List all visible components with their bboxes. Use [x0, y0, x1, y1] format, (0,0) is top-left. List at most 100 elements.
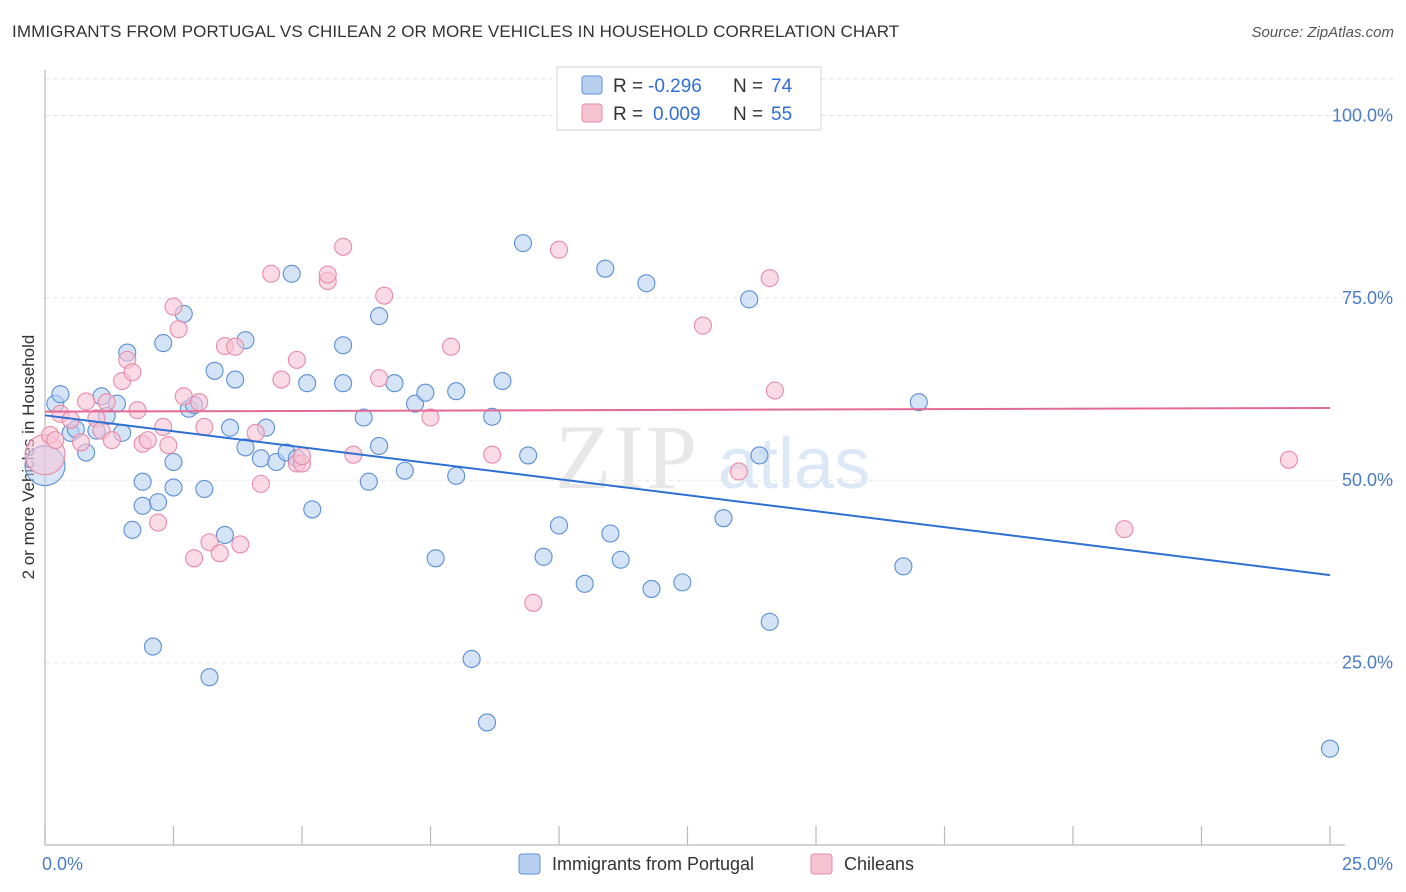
- portugal-point-37: [298, 374, 317, 393]
- portugal-point-40: [334, 374, 353, 393]
- portugal-point-27: [220, 418, 240, 437]
- chileans-point-17: [149, 513, 168, 532]
- portugal-point-67: [714, 509, 733, 528]
- portugal-point-38: [303, 500, 322, 519]
- legend-label-portugal: Immigrants from Portugal: [552, 854, 754, 874]
- portugal-point-64: [637, 274, 656, 293]
- portugal-point-65: [642, 579, 661, 598]
- stats-legend: R = -0.296 N = 74 R = 0.009 N = 55: [556, 66, 822, 131]
- chileans-point-45: [421, 408, 440, 427]
- chileans-point-10: [102, 431, 121, 450]
- chileans-point-31: [246, 423, 265, 442]
- portugal-point-71: [894, 557, 913, 576]
- chileans-point-2: [46, 431, 65, 450]
- portugal-point-16: [149, 493, 168, 512]
- trend-line-portugal: [44, 414, 1331, 577]
- chileans-point-13: [123, 363, 142, 382]
- chileans-point-55: [1279, 450, 1298, 469]
- y-tick-label-1: 75.0%: [1342, 288, 1393, 308]
- portugal-point-51: [447, 466, 466, 485]
- portugal-point-54: [483, 407, 502, 426]
- portugal-point-41: [354, 408, 373, 427]
- portugal-point-18: [164, 478, 183, 497]
- portugal-point-53: [477, 713, 497, 732]
- stats-swatch-portugal: [581, 75, 603, 95]
- portugal-point-52: [462, 649, 481, 669]
- watermark: ZIP atlas: [555, 406, 870, 508]
- chileans-point-51: [729, 462, 748, 481]
- portugal-point-25: [205, 361, 224, 380]
- portugal-point-17: [154, 334, 173, 353]
- portugal-point-72: [909, 393, 928, 412]
- chileans-point-32: [251, 474, 270, 493]
- chileans-point-25: [195, 417, 214, 437]
- x-tick-marks: [44, 826, 1331, 845]
- chileans-point-50: [693, 316, 712, 335]
- chileans-point-44: [375, 286, 394, 305]
- grid-lines: [45, 78, 1393, 664]
- portugal-point-12: [123, 520, 142, 539]
- portugal-point-70: [760, 612, 779, 631]
- series-chileans: [24, 237, 1298, 612]
- portugal-point-28: [226, 370, 245, 389]
- portugal-point-48: [416, 383, 435, 402]
- portugal-point-42: [359, 472, 378, 491]
- trend-line-chileans: [44, 407, 1331, 413]
- portugal-point-69: [750, 446, 769, 465]
- chileans-point-21: [169, 320, 188, 339]
- chileans-point-5: [71, 433, 91, 452]
- chileans-point-23: [185, 549, 204, 568]
- series-legend: Immigrants from Portugal Chileans: [518, 853, 914, 875]
- portugal-point-63: [611, 550, 630, 569]
- portugal-point-49: [426, 549, 445, 568]
- portugal-point-14: [133, 496, 152, 515]
- portugal-point-15: [143, 637, 162, 656]
- stats-swatch-chileans: [581, 103, 603, 123]
- portugal-point-66: [673, 573, 692, 592]
- portugal-point-39: [334, 336, 353, 355]
- portugal-point-58: [534, 547, 553, 566]
- portugal-point-13: [133, 472, 152, 491]
- portugal-point-46: [395, 461, 414, 480]
- chileans-point-30: [231, 535, 250, 554]
- portugal-point-31: [251, 449, 270, 468]
- chileans-point-46: [442, 337, 461, 356]
- portugal-point-57: [519, 446, 538, 465]
- chileans-point-38: [292, 447, 312, 466]
- chileans-point-18: [154, 417, 173, 437]
- chileans-point-49: [549, 240, 569, 259]
- portugal-point-68: [740, 290, 759, 309]
- portugal-point-60: [575, 574, 594, 593]
- chart-title: IMMIGRANTS FROM PORTUGAL VS CHILEAN 2 OR…: [12, 22, 900, 41]
- stats-n-value-chileans: 55: [771, 104, 792, 125]
- chileans-point-16: [138, 431, 157, 450]
- chileans-point-14: [128, 401, 147, 420]
- chileans-point-20: [164, 297, 183, 316]
- stats-r-value-portugal: -0.296: [648, 76, 702, 97]
- portugal-point-35: [282, 264, 301, 283]
- legend-swatch-chileans: [810, 853, 833, 875]
- chileans-point-22: [174, 387, 193, 406]
- chileans-point-54: [1115, 520, 1134, 539]
- portugal-point-23: [195, 479, 214, 499]
- portugal-point-44: [370, 436, 389, 456]
- y-tick-labels: 100.0% 75.0% 50.0% 25.0%: [1332, 105, 1393, 672]
- chileans-point-9: [97, 393, 116, 412]
- portugal-point-24: [200, 668, 219, 687]
- legend-label-chileans: Chileans: [844, 854, 914, 874]
- stats-n-label-portugal: N =: [733, 76, 763, 97]
- chileans-point-29: [226, 337, 245, 356]
- stats-r-value-chileans: 0.009: [653, 104, 701, 125]
- portugal-point-73: [1320, 739, 1340, 758]
- portugal-point-56: [513, 234, 533, 253]
- stats-n-label-chileans: N =: [733, 104, 763, 125]
- chileans-point-52: [760, 269, 779, 288]
- y-tick-label-3: 25.0%: [1342, 653, 1393, 673]
- chileans-point-53: [765, 381, 784, 400]
- x-tick-label-max: 25.0%: [1342, 854, 1393, 874]
- watermark-zip: ZIP: [555, 406, 699, 508]
- portugal-point-55: [493, 371, 512, 391]
- trend-lines: [44, 407, 1331, 577]
- portugal-point-29: [236, 438, 255, 457]
